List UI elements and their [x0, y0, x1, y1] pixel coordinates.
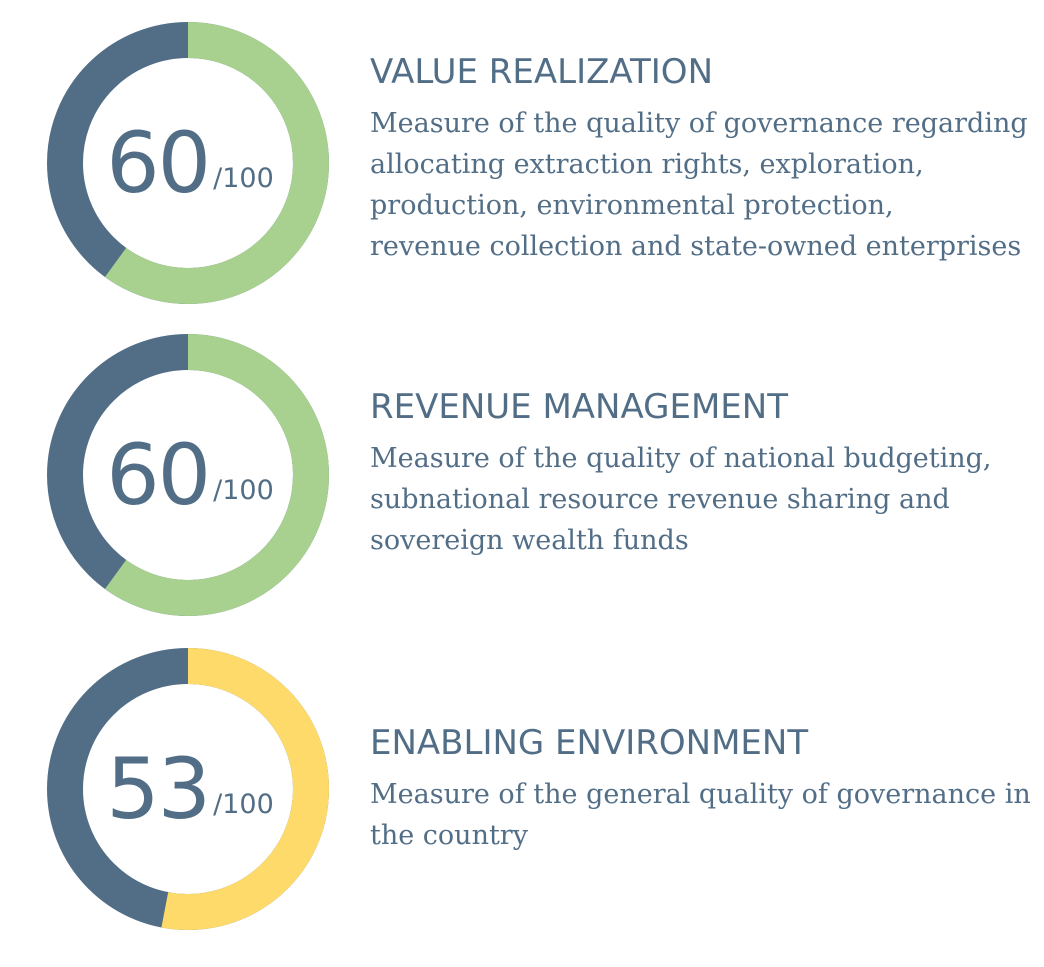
score-max: /100 — [213, 788, 274, 820]
description-line: sovereign wealth funds — [370, 525, 689, 556]
score-max: /100 — [213, 474, 274, 506]
donut-svg — [47, 334, 329, 616]
donut-score-arc — [47, 22, 329, 304]
score-block-value-realization: 60 /100 VALUE REALIZATION Measure of the… — [0, 21, 1044, 311]
score-value: 60 — [106, 114, 211, 212]
score-block-enabling-environment: 53 /100 ENABLING ENVIRONMENT Measure of … — [0, 647, 1044, 937]
description-line: Measure of the general quality of govern… — [370, 779, 1031, 810]
donut-score-arc — [47, 648, 329, 930]
donut-chart: 53 /100 — [46, 647, 330, 931]
description-line: the country — [370, 820, 528, 851]
score-label: 53 /100 — [46, 647, 330, 931]
description-line: revenue collection and state-owned enter… — [370, 231, 1022, 262]
score-value: 60 — [106, 426, 211, 524]
description-line: subnational resource revenue sharing and — [370, 484, 950, 515]
text-column: ENABLING ENVIRONMENT Measure of the gene… — [370, 726, 1040, 856]
text-column: VALUE REALIZATION Measure of the quality… — [370, 55, 1040, 267]
score-label: 60 /100 — [46, 21, 330, 305]
item-description: Measure of the general quality of govern… — [370, 774, 1040, 856]
score-max: /100 — [213, 162, 274, 194]
score-value: 53 — [106, 740, 211, 838]
donut-score-arc — [47, 334, 329, 616]
item-title: ENABLING ENVIRONMENT — [370, 723, 809, 763]
item-description: Measure of the quality of governance reg… — [370, 103, 1040, 267]
item-title: VALUE REALIZATION — [370, 52, 714, 92]
donut-chart: 60 /100 — [46, 333, 330, 617]
score-block-revenue-management: 60 /100 REVENUE MANAGEMENT Measure of th… — [0, 333, 1044, 623]
item-title: REVENUE MANAGEMENT — [370, 387, 788, 427]
item-description: Measure of the quality of national budge… — [370, 438, 1040, 561]
donut-svg — [47, 648, 329, 930]
donut-svg — [47, 22, 329, 304]
text-column: REVENUE MANAGEMENT Measure of the qualit… — [370, 390, 1040, 561]
donut-chart: 60 /100 — [46, 21, 330, 305]
description-line: production, environmental protection, — [370, 190, 894, 221]
score-label: 60 /100 — [46, 333, 330, 617]
description-line: allocating extraction rights, exploratio… — [370, 149, 924, 180]
description-line: Measure of the quality of governance reg… — [370, 108, 1028, 139]
description-line: Measure of the quality of national budge… — [370, 443, 992, 474]
